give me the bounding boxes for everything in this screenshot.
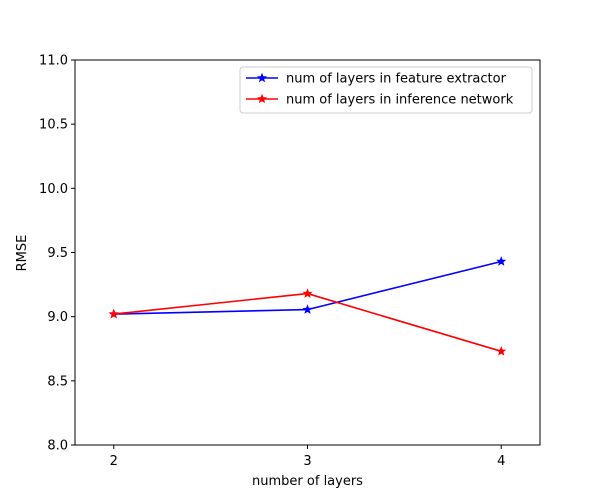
x-tick-label: 4 [497, 454, 505, 469]
y-tick-label: 10.5 [39, 118, 68, 133]
legend-label-1: num of layers in feature extractor [286, 72, 507, 87]
y-tick-label: 10.0 [39, 182, 68, 197]
data-point-series-2 [108, 308, 119, 319]
y-axis: 8.0 8.5 9.0 9.5 10.0 10.5 11.0 [39, 54, 75, 454]
data-point-series-1 [496, 256, 507, 266]
x-axis-label: number of layers [252, 474, 363, 489]
x-tick-label: 2 [110, 454, 118, 469]
y-axis-label: RMSE [15, 235, 30, 272]
legend: num of layers in feature extractor num of… [239, 66, 533, 114]
x-axis: 2 3 4 [110, 445, 505, 469]
series-line-2 [113, 292, 502, 353]
legend-marker-2 [256, 93, 268, 104]
plot-frame [74, 59, 541, 446]
series-lines [108, 256, 507, 356]
x-tick-label: 3 [303, 454, 311, 469]
y-tick-label: 8.5 [47, 374, 68, 389]
data-point-series-1 [302, 304, 313, 314]
legend-label-2: num of layers in inference network [286, 93, 514, 108]
legend-box [239, 66, 533, 114]
legend-marker-1 [256, 72, 268, 83]
plot-area-border [74, 59, 541, 446]
data-point-series-2 [496, 346, 507, 356]
y-tick-label: 11.0 [39, 54, 68, 69]
data-point-series-2 [302, 288, 313, 298]
y-tick-label: 9.5 [47, 246, 68, 261]
y-tick-label: 9.0 [47, 310, 68, 325]
y-tick-label: 8.0 [47, 439, 68, 454]
